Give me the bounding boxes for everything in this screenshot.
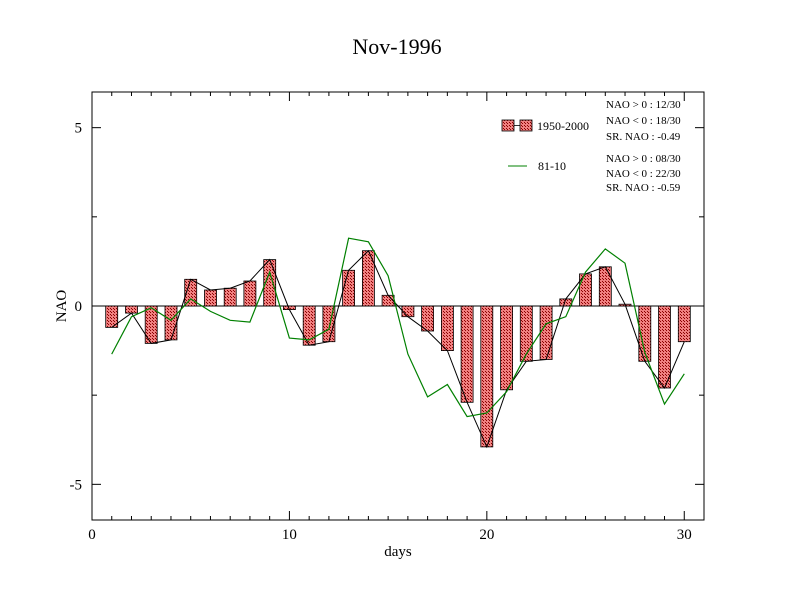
bar-day-6 xyxy=(204,289,217,307)
stat-nao-positive-2: NAO > 0 : 08/30 xyxy=(606,153,681,165)
y-tick-label: -5 xyxy=(70,477,83,493)
stats-annotations: NAO > 0 : 12/30 NAO < 0 : 18/30 SR. NAO … xyxy=(606,99,681,194)
bar-day-29 xyxy=(658,305,671,389)
bar-day-23 xyxy=(539,305,553,360)
legend-label-1950-2000: 1950-2000 xyxy=(537,119,589,133)
bar-day-16 xyxy=(401,305,415,318)
stat-sr-nao-2: SR. NAO : -0.59 xyxy=(606,182,681,194)
x-tick-label: 10 xyxy=(282,527,297,543)
bar-day-8 xyxy=(243,280,257,307)
bar-day-21 xyxy=(500,305,514,391)
bar-day-18 xyxy=(440,305,454,351)
x-tick-label: 0 xyxy=(88,527,96,543)
y-tick-label: 0 xyxy=(75,299,83,315)
stat-sr-nao-1: SR. NAO : -0.49 xyxy=(606,131,681,143)
x-axis-label: days xyxy=(384,544,412,560)
x-axis-ticks: 0 10 20 30 xyxy=(88,92,692,543)
plot-area xyxy=(92,237,704,449)
series-81-10-line xyxy=(111,237,685,418)
chart-title: Nov-1996 xyxy=(352,34,441,59)
bar-day-19 xyxy=(460,305,474,403)
stat-nao-negative-2: NAO < 0 : 22/30 xyxy=(606,168,681,180)
bar-day-17 xyxy=(421,305,435,332)
y-tick-label: 5 xyxy=(75,121,83,137)
y-axis-ticks: -5 0 5 xyxy=(70,121,704,493)
bar-day-30 xyxy=(677,305,691,343)
bar-day-13 xyxy=(342,269,356,307)
stat-nao-negative-1: NAO < 0 : 18/30 xyxy=(606,115,681,127)
bar-connector-line xyxy=(111,249,685,449)
x-tick-label: 30 xyxy=(677,527,692,543)
legend-bar-swatch-right xyxy=(519,119,533,132)
bar-day-7 xyxy=(223,287,237,307)
legend: 1950-2000 81-10 xyxy=(501,119,589,173)
x-tick-label: 20 xyxy=(479,527,494,543)
bar-day-2 xyxy=(125,305,138,314)
legend-label-81-10: 81-10 xyxy=(538,159,566,173)
bar-day-15 xyxy=(381,294,395,307)
bar-day-20 xyxy=(480,305,494,448)
bar-day-4 xyxy=(164,305,178,341)
legend-bar-swatch-left xyxy=(501,119,515,132)
bar-day-26 xyxy=(598,266,612,307)
y-axis-label: NAO xyxy=(54,290,70,323)
stat-nao-positive-1: NAO > 0 : 12/30 xyxy=(606,99,681,111)
